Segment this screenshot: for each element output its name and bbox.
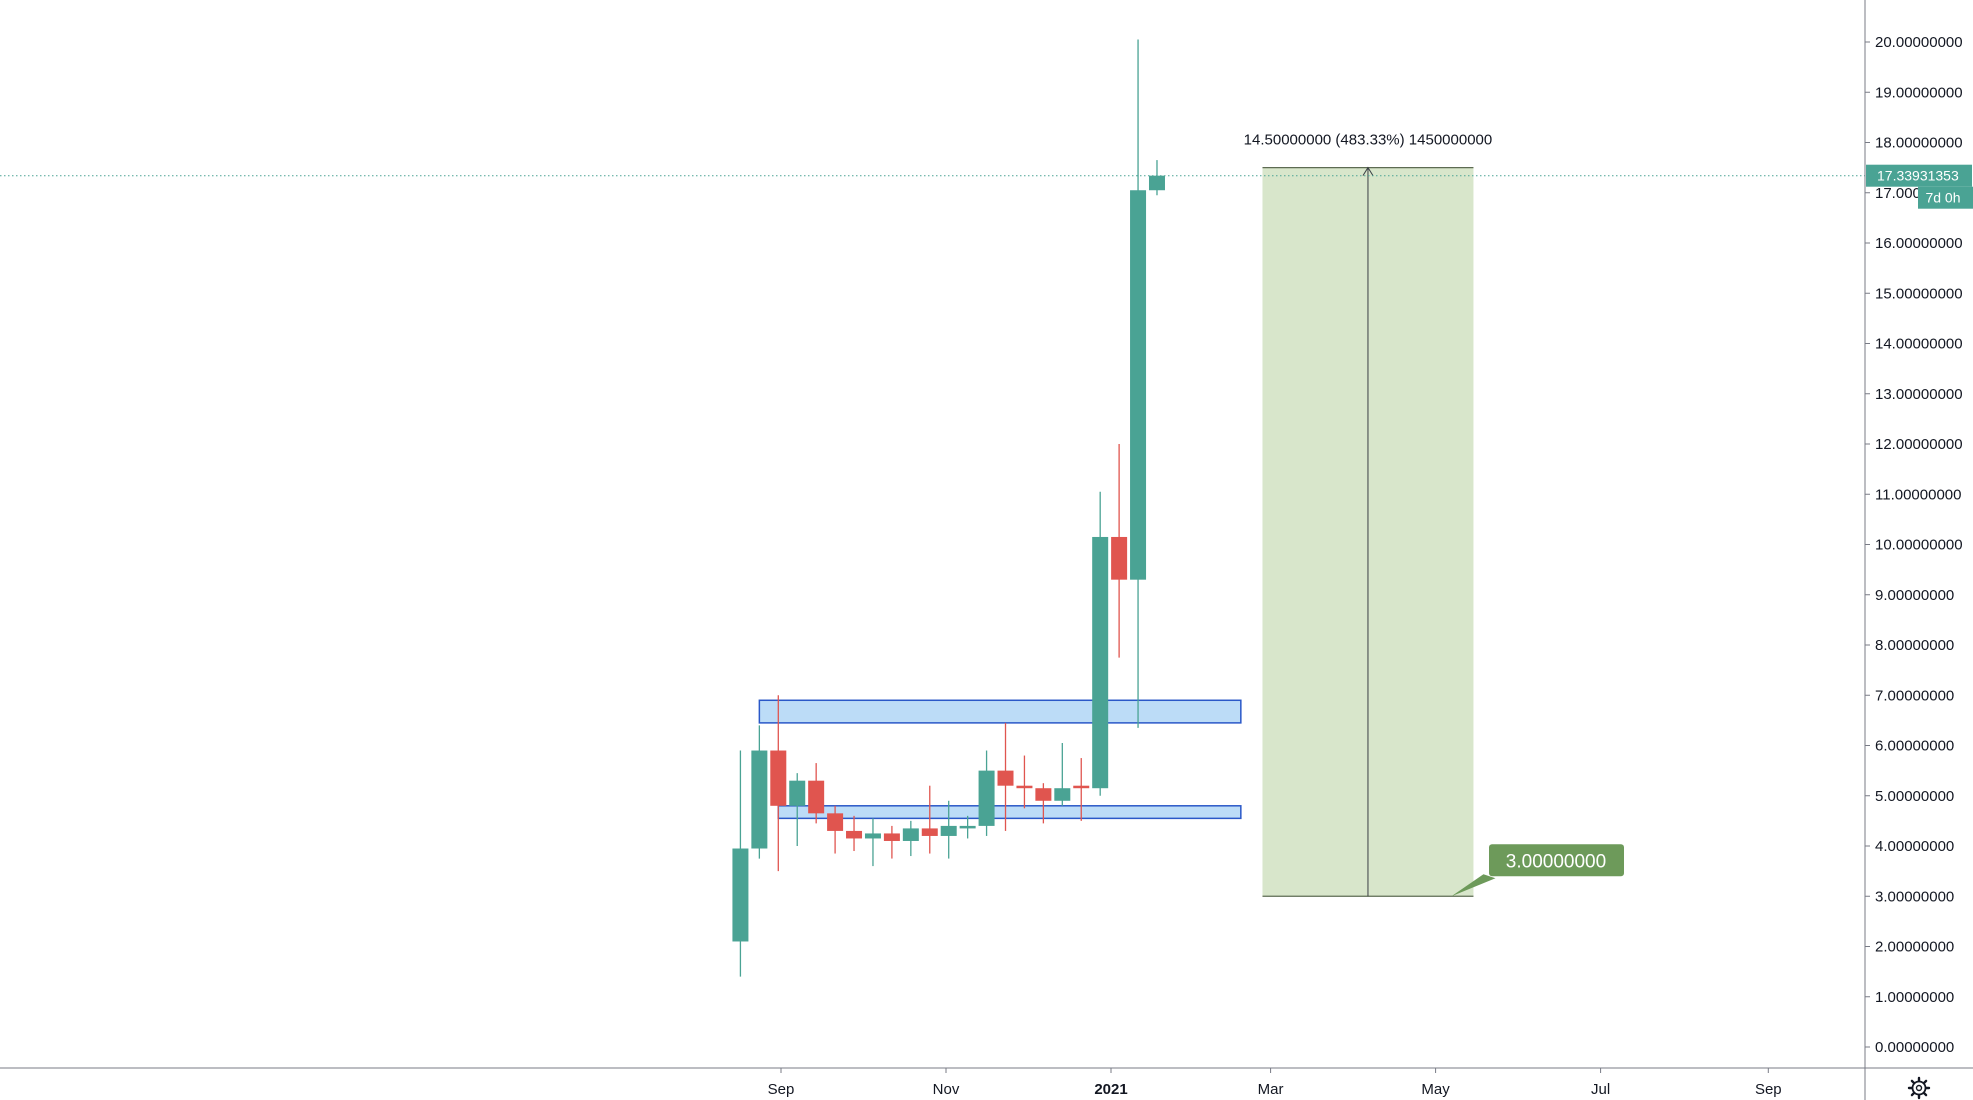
y-tick-label-4: 4.00000000 <box>1875 838 1954 855</box>
y-tick-label-15: 15.00000000 <box>1875 285 1963 302</box>
candle-body-16 <box>1016 785 1033 789</box>
candle-body-23 <box>1148 175 1165 191</box>
candle-body-12 <box>940 825 957 836</box>
candle-body-17 <box>1035 788 1052 801</box>
candle-body-8 <box>864 833 881 839</box>
x-tick-label-3: Mar <box>1258 1081 1284 1098</box>
interval-tag-label: 7d 0h <box>1925 190 1960 206</box>
x-tick-label-5: Jul <box>1591 1081 1610 1098</box>
x-tick-label-2: 2021 <box>1094 1081 1127 1098</box>
x-tick-label-6: Sep <box>1755 1081 1782 1098</box>
candle-body-18 <box>1054 788 1071 801</box>
target-callout <box>1489 844 1624 877</box>
y-tick-label-8: 8.00000000 <box>1875 637 1954 654</box>
y-tick-label-18: 18.00000000 <box>1875 135 1963 152</box>
candle-body-10 <box>902 828 919 841</box>
y-tick-label-16: 16.00000000 <box>1875 235 1963 252</box>
y-tick-label-19: 19.00000000 <box>1875 84 1963 101</box>
y-tick-label-3: 3.00000000 <box>1875 888 1954 905</box>
zones-layer <box>758 699 1242 820</box>
y-tick-label-10: 10.00000000 <box>1875 537 1963 554</box>
x-tick-label-0: Sep <box>768 1081 795 1098</box>
candles-layer <box>732 39 1165 977</box>
y-tick-label-11: 11.00000000 <box>1875 486 1961 503</box>
x-tick-label-4: May <box>1421 1081 1450 1098</box>
gear-hub <box>1915 1084 1923 1092</box>
candle-body-9 <box>883 833 900 841</box>
y-tick-label-1: 1.00000000 <box>1875 989 1954 1006</box>
y-tick-label-0: 0.00000000 <box>1875 1039 1954 1056</box>
y-tick-label-14: 14.00000000 <box>1875 336 1963 353</box>
candle-body-11 <box>921 828 938 836</box>
y-tick-label-12: 12.00000000 <box>1875 436 1963 453</box>
y-tick-label-9: 9.00000000 <box>1875 587 1954 604</box>
candle-body-21 <box>1111 536 1128 580</box>
measure-label: 14.50000000 (483.33%) 1450000000 <box>1244 132 1493 149</box>
interval-tag <box>1918 186 1973 209</box>
candle-body-15 <box>997 770 1014 786</box>
target-callout-pointer <box>1451 874 1496 897</box>
y-tick-label-13: 13.00000000 <box>1875 386 1963 403</box>
gear-icon[interactable] <box>1907 1076 1931 1100</box>
price-tags-layer: 17.33931353 7d 0h 3.00000000 <box>1451 164 1973 897</box>
candle-body-19 <box>1073 785 1090 789</box>
candle-body-4 <box>789 780 806 806</box>
candle-body-7 <box>846 830 863 839</box>
candle-body-3 <box>770 750 787 806</box>
candle-body-14 <box>978 770 995 826</box>
zone-rect-1 <box>758 699 1242 724</box>
y-tick-label-2: 2.00000000 <box>1875 939 1954 956</box>
y-tick-label-7: 7.00000000 <box>1875 687 1954 704</box>
last-price-tag-label: 17.33931353 <box>1877 168 1959 184</box>
y-tick-label-5: 5.00000000 <box>1875 788 1954 805</box>
measure-arrow-head <box>1362 166 1374 176</box>
target-callout-label: 3.00000000 <box>1506 851 1606 872</box>
candle-body-2 <box>751 750 768 849</box>
gear-ring <box>1911 1080 1927 1096</box>
last-price-tag <box>1866 164 1972 187</box>
candle-body-5 <box>808 780 825 814</box>
candle-body-6 <box>827 813 844 831</box>
zone-rect-2 <box>777 805 1242 820</box>
candle-body-20 <box>1092 536 1109 789</box>
candle-body-22 <box>1130 190 1147 580</box>
candle-body-1 <box>732 848 749 942</box>
y-tick-label-20: 20.00000000 <box>1875 34 1963 51</box>
x-tick-label-1: Nov <box>933 1081 960 1098</box>
measure-layer: 14.50000000 (483.33%) 1450000000 <box>1244 132 1493 897</box>
y-tick-label-6: 6.00000000 <box>1875 738 1954 755</box>
candle-body-13 <box>959 825 976 829</box>
